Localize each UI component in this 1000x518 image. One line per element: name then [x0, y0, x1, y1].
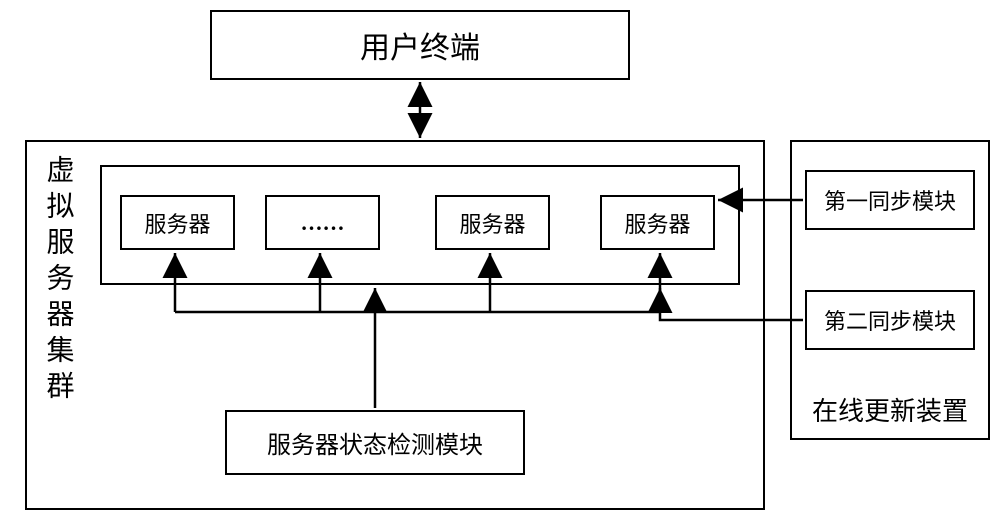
status-detection-box: 服务器状态检测模块 [225, 410, 525, 475]
server-box-3: 服务器 [600, 195, 715, 250]
user-terminal-box: 用户终端 [210, 10, 630, 80]
server-box-2: 服务器 [435, 195, 550, 250]
server-box-dots: …… [265, 195, 380, 250]
sync-module-1-box: 第一同步模块 [805, 170, 975, 230]
server-box-1: 服务器 [120, 195, 235, 250]
status-detection-label: 服务器状态检测模块 [267, 425, 483, 460]
user-terminal-label: 用户终端 [360, 23, 480, 67]
server-label-1: 服务器 [144, 207, 210, 239]
sync-module-2-box: 第二同步模块 [805, 290, 975, 350]
server-label-3: 服务器 [624, 207, 690, 239]
sync-module-1-label: 第一同步模块 [824, 184, 956, 216]
server-dots-label: …… [301, 210, 345, 236]
sync-module-2-label: 第二同步模块 [824, 304, 956, 336]
virtual-cluster-label: 虚拟服务器集群 [35, 155, 80, 495]
server-label-2: 服务器 [459, 207, 525, 239]
online-update-device-label: 在线更新装置 [812, 391, 968, 428]
